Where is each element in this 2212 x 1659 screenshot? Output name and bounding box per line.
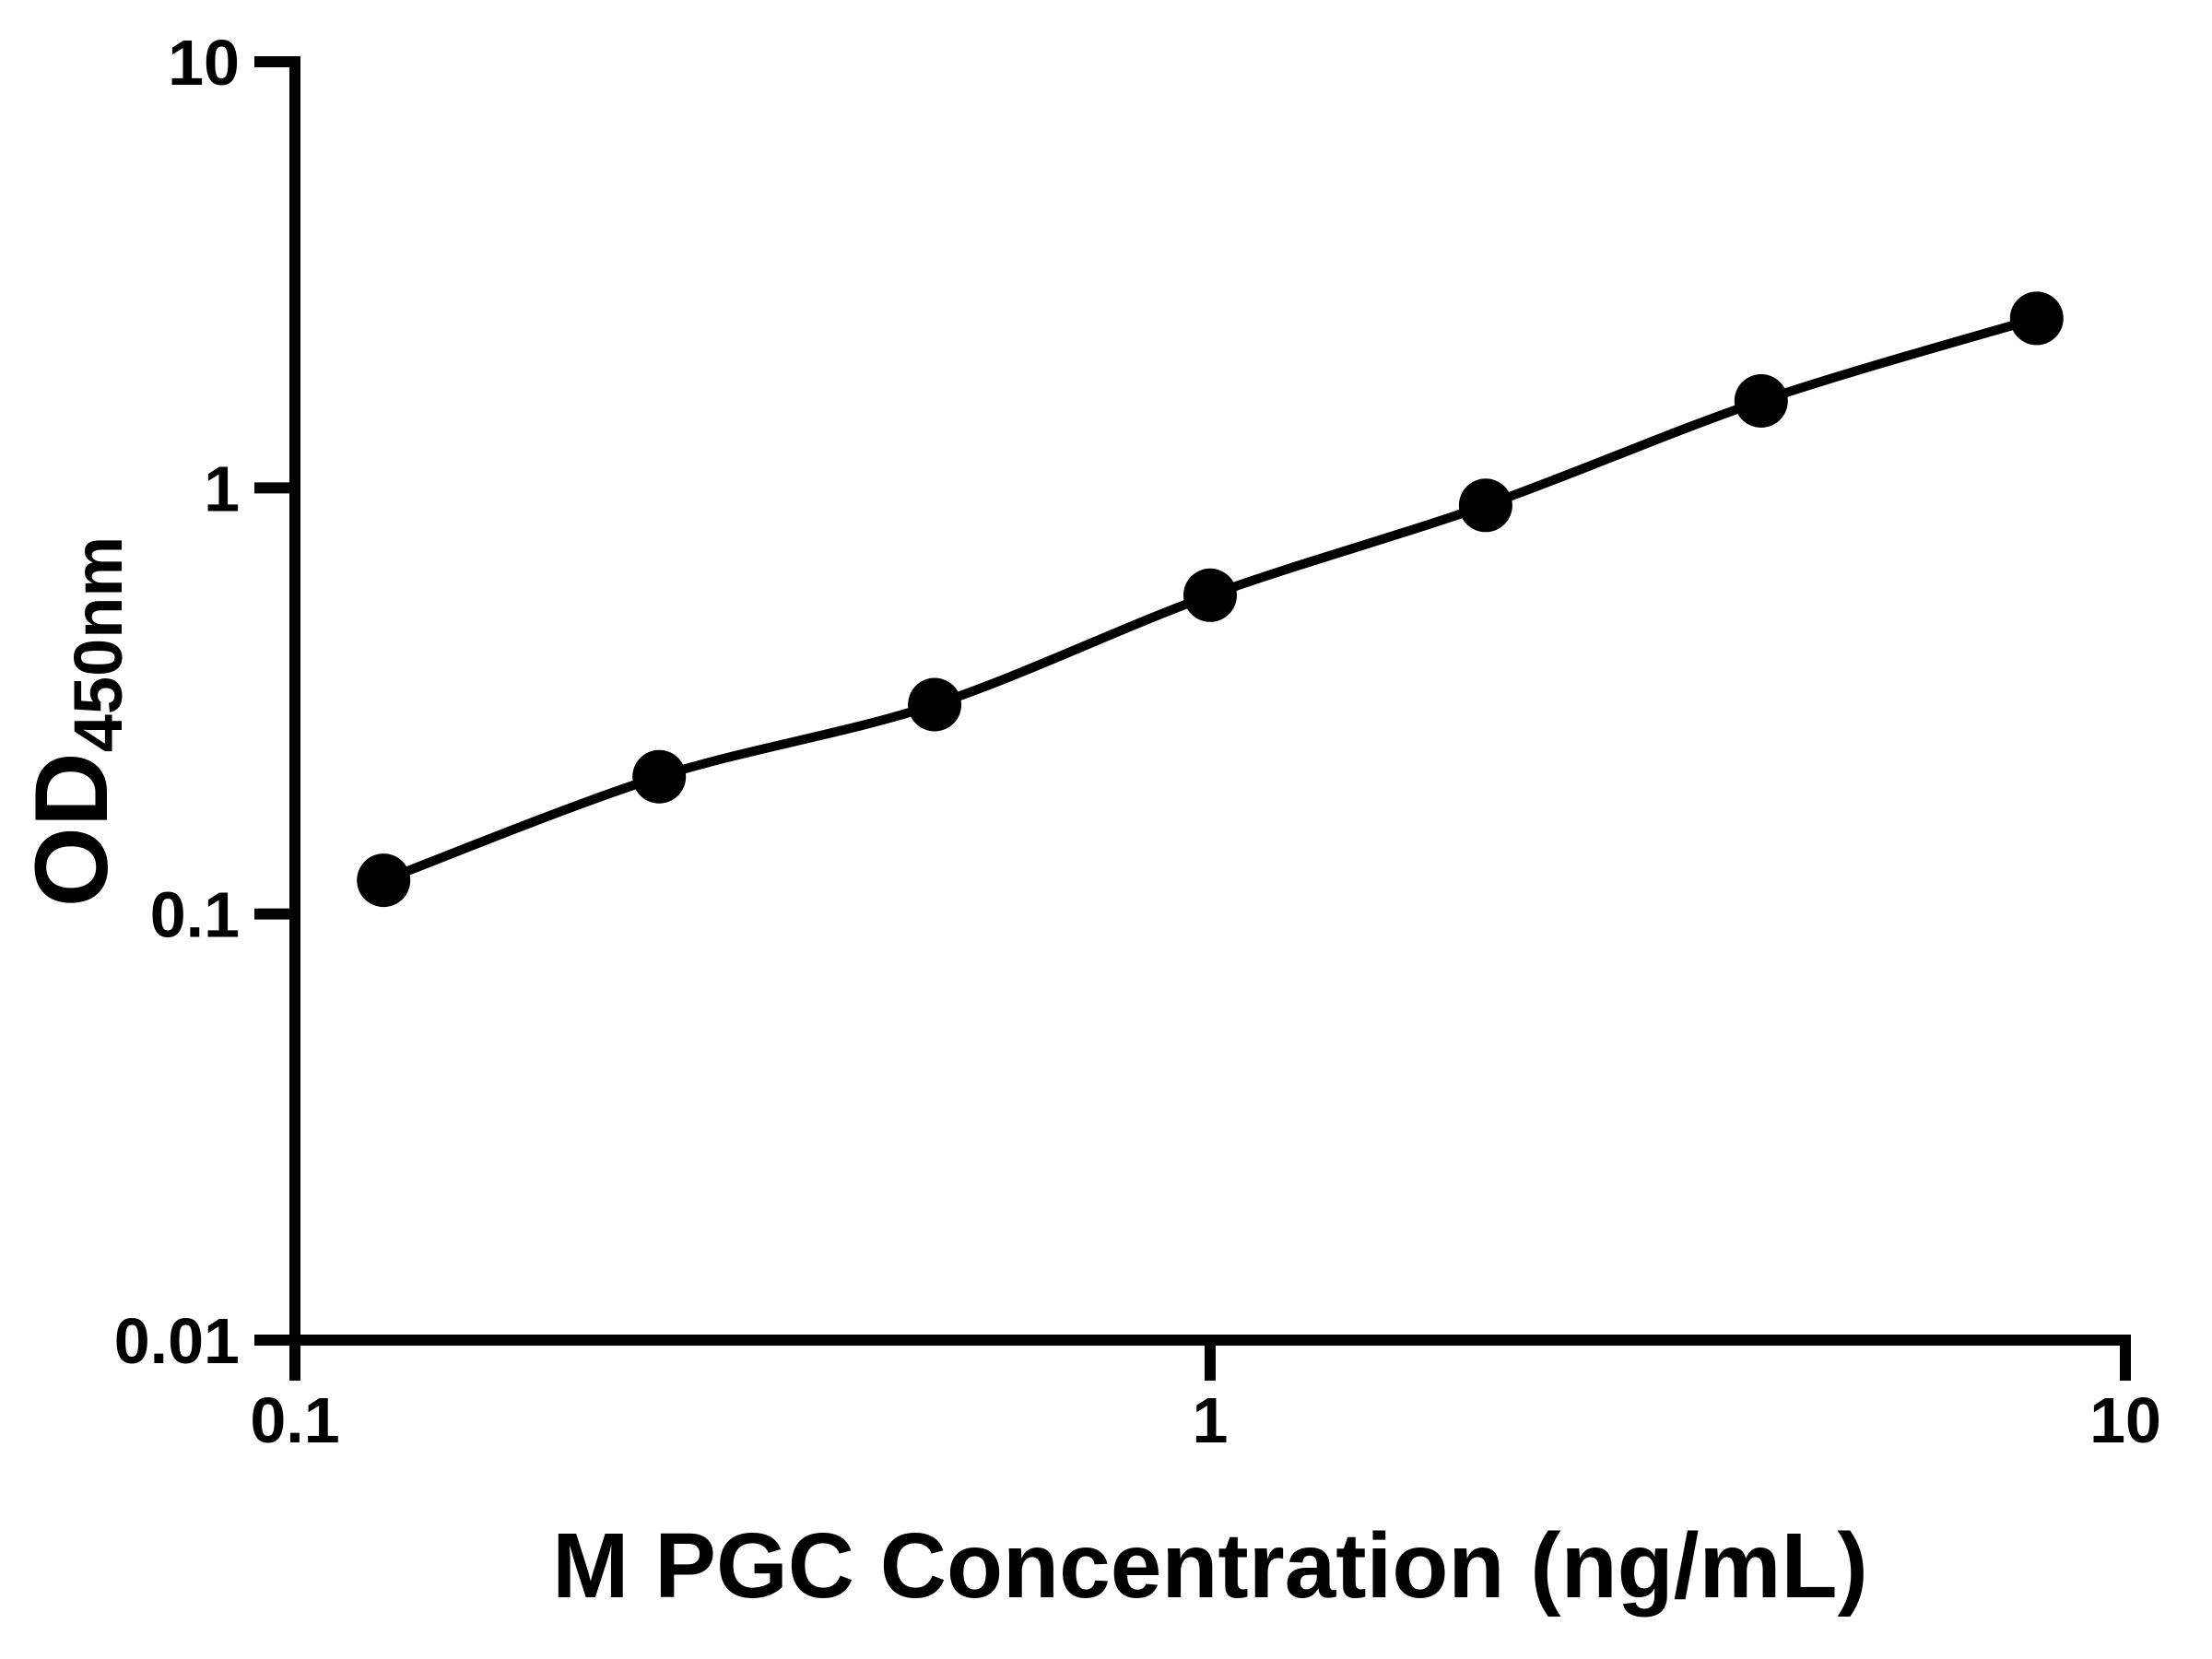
y-tick-label: 0.01 [114,1305,240,1377]
x-axis-title: M PGC Concentration (ng/mL) [552,1514,1868,1618]
data-point [1183,568,1237,622]
data-point [632,749,687,804]
y-axis-title-main: OD [14,752,129,907]
data-point [2009,291,2064,346]
data-points [357,291,2064,908]
data-point [1734,374,1788,428]
x-tick-label: 10 [2089,1384,2161,1456]
tick-marks [254,56,2131,1381]
y-tick-label: 1 [204,453,240,524]
y-tick-label: 10 [168,27,240,99]
y-axis-title-subscript: 450nm [60,536,136,752]
axes [289,56,2131,1346]
data-point [908,677,962,732]
x-tick-label: 0.1 [250,1384,339,1456]
y-tick-label: 0.1 [150,879,240,951]
data-point [357,853,411,908]
data-point [1458,478,1512,533]
x-tick-label: 1 [1193,1384,1229,1456]
y-axis-title: OD450nm [14,536,136,907]
